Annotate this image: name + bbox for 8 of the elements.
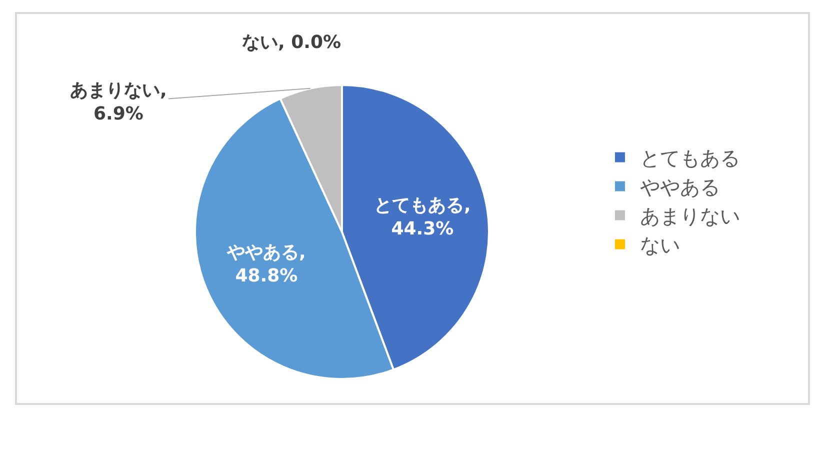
legend-label: ない [640, 233, 680, 258]
data-label: とてもある, 44.3% [374, 195, 471, 240]
legend-label: とてもある [640, 146, 740, 170]
legend-label: あまりない [640, 204, 740, 228]
legend-label: ややある [640, 175, 720, 200]
data-label: あまりない, 6.9% [70, 80, 167, 124]
data-label: ややある, 48.8% [226, 242, 306, 286]
text: ない, 0.0% [242, 32, 342, 53]
